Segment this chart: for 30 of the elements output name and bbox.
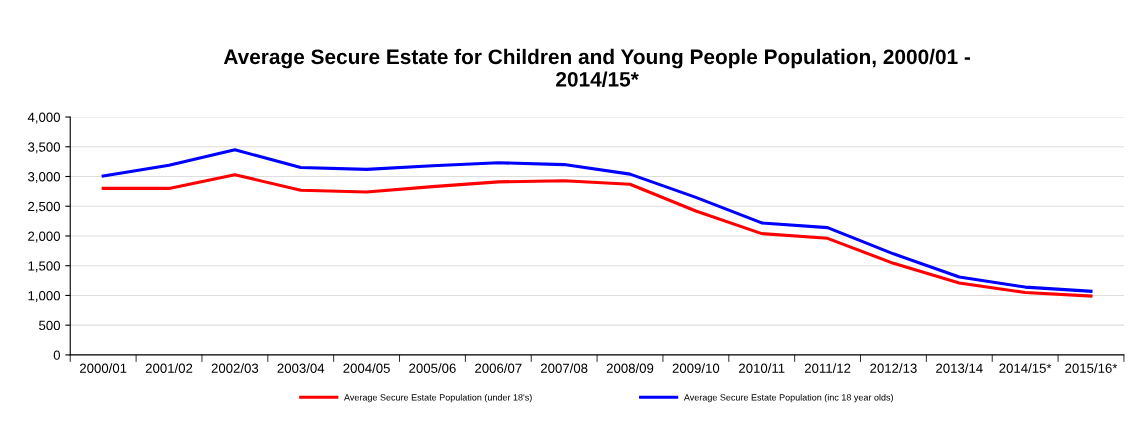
y-tick-label: 1,000 <box>28 291 61 302</box>
x-tick-label: 2012/13 <box>870 363 917 373</box>
x-tick-label: 2014/15* <box>999 363 1052 373</box>
x-tick-label: 2000/01 <box>79 363 127 373</box>
x-tick-label: 2002/03 <box>211 363 259 373</box>
y-tick-label: 2,500 <box>28 201 61 213</box>
y-tick-label: 4,000 <box>27 112 61 124</box>
x-tick-label: 2006/07 <box>475 363 522 373</box>
y-tick-label: 500 <box>39 320 61 331</box>
x-tick-label: 2013/14 <box>936 363 983 373</box>
y-tick-label: 2,000 <box>28 231 61 243</box>
x-tick-label: 2004/05 <box>343 363 390 373</box>
x-tick-label: 2001/02 <box>145 363 193 373</box>
y-tick-label: 3,000 <box>28 172 61 183</box>
x-tick-label: 2003/04 <box>277 363 325 373</box>
x-tick-label: 2011/12 <box>804 363 851 373</box>
y-tick-label: 0 <box>53 350 61 360</box>
x-tick-label: 2015/16* <box>1065 363 1118 373</box>
x-tick-label: 2010/11 <box>739 363 785 373</box>
x-tick-label: 2005/06 <box>409 363 456 373</box>
x-tick-label: 2007/08 <box>540 363 588 373</box>
legend-label: Average Secure Estate Population (inc 18 year olds) <box>683 393 893 403</box>
x-tick-label: 2008/09 <box>606 363 654 373</box>
x-tick-label: 2009/10 <box>672 363 720 373</box>
legend-label: Average Secure Estate Population (under 18's) <box>344 393 532 403</box>
line-series <box>101 148 1093 293</box>
y-tick-label: 1,500 <box>28 261 61 273</box>
line-series <box>101 173 1093 298</box>
y-tick-label: 3,500 <box>28 142 61 154</box>
chart-title: Average Secure Estate for Children and Young People Population, 2000/01 - 2014/15* <box>223 48 971 87</box>
